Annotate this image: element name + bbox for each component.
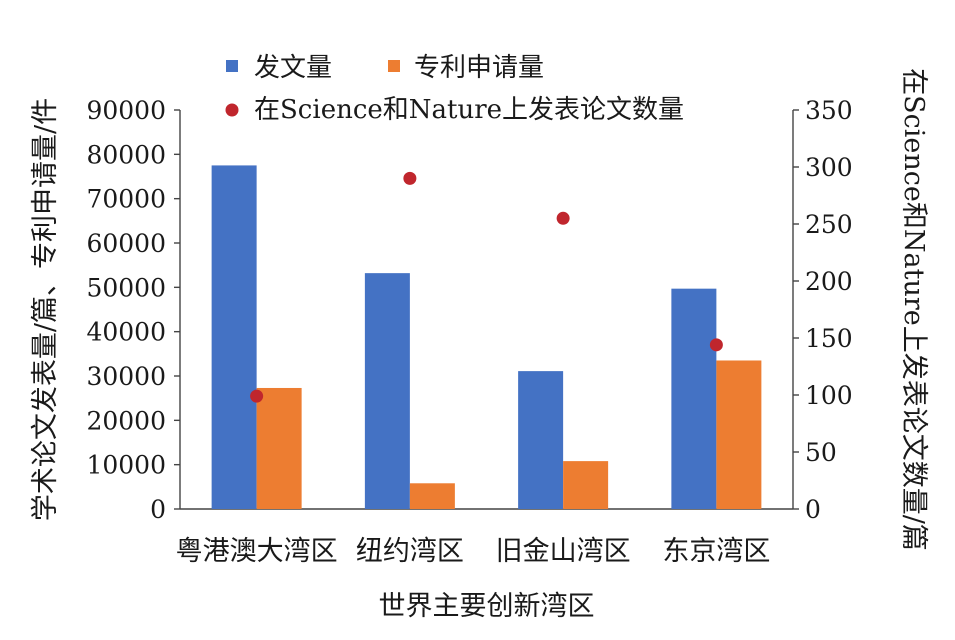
bar-papers <box>671 288 717 509</box>
legend-label-papers: 发文量 <box>254 53 332 83</box>
bar-papers <box>211 165 257 509</box>
y-tick-label-right: 150 <box>805 324 853 353</box>
point-science-nature <box>250 389 264 403</box>
y-tick-label-right: 350 <box>805 96 853 125</box>
point-science-nature <box>556 211 570 225</box>
y-tick-label-left: 80000 <box>86 140 166 169</box>
axes: 0 10000 20000 30000 40000 50000 60000 70000 8000… <box>86 96 852 567</box>
x-category-label: 纽约湾区 <box>356 536 464 567</box>
bar-papers <box>364 273 410 509</box>
y-tick-label-right: 0 <box>805 495 821 524</box>
y-tick-label-left: 50000 <box>86 273 166 302</box>
points <box>250 171 723 403</box>
bar-papers <box>518 371 564 509</box>
point-science-nature <box>403 171 417 185</box>
y-tick-label-left: 90000 <box>86 96 166 125</box>
bar-patents <box>563 461 609 509</box>
y-axis-left-title: 学术论文发表量/篇、专利申请量/件 <box>30 98 61 521</box>
x-axis-title: 世界主要创新湾区 <box>379 591 595 622</box>
bar-patents <box>409 483 455 509</box>
y-tick-label-left: 0 <box>150 495 166 524</box>
bar-patents <box>256 387 302 509</box>
y-tick-label-left: 40000 <box>86 318 166 347</box>
y-tick-label-right: 300 <box>805 153 853 182</box>
x-category-label: 粤港澳大湾区 <box>176 536 338 567</box>
x-category-label: 东京湾区 <box>662 536 770 567</box>
y-tick-label-left: 60000 <box>86 229 166 258</box>
legend-label-patents: 专利申请量 <box>414 53 544 83</box>
point-science-nature <box>709 338 723 352</box>
bars <box>211 165 762 509</box>
y-tick-label-left: 10000 <box>86 451 166 480</box>
y-axis-right-title: 在Science和Nature上发表论文数量/篇 <box>898 68 929 551</box>
y-tick-label-left: 30000 <box>86 362 166 391</box>
y-tick-label-left: 20000 <box>86 406 166 435</box>
legend-label-science-nature: 在Science和Nature上发表论文数量 <box>254 95 684 125</box>
x-category-label: 旧金山湾区 <box>496 536 631 567</box>
legend-swatch-papers <box>226 60 238 72</box>
legend-swatch-patents <box>388 60 400 72</box>
y-tick-label-right: 200 <box>805 267 853 296</box>
y-tick-label-right: 100 <box>805 381 853 410</box>
y-tick-label-right: 250 <box>805 210 853 239</box>
legend-marker-science-nature <box>225 103 239 117</box>
bar-patents <box>716 360 762 509</box>
y-tick-label-left: 70000 <box>86 185 166 214</box>
y-tick-label-right: 50 <box>805 438 837 467</box>
